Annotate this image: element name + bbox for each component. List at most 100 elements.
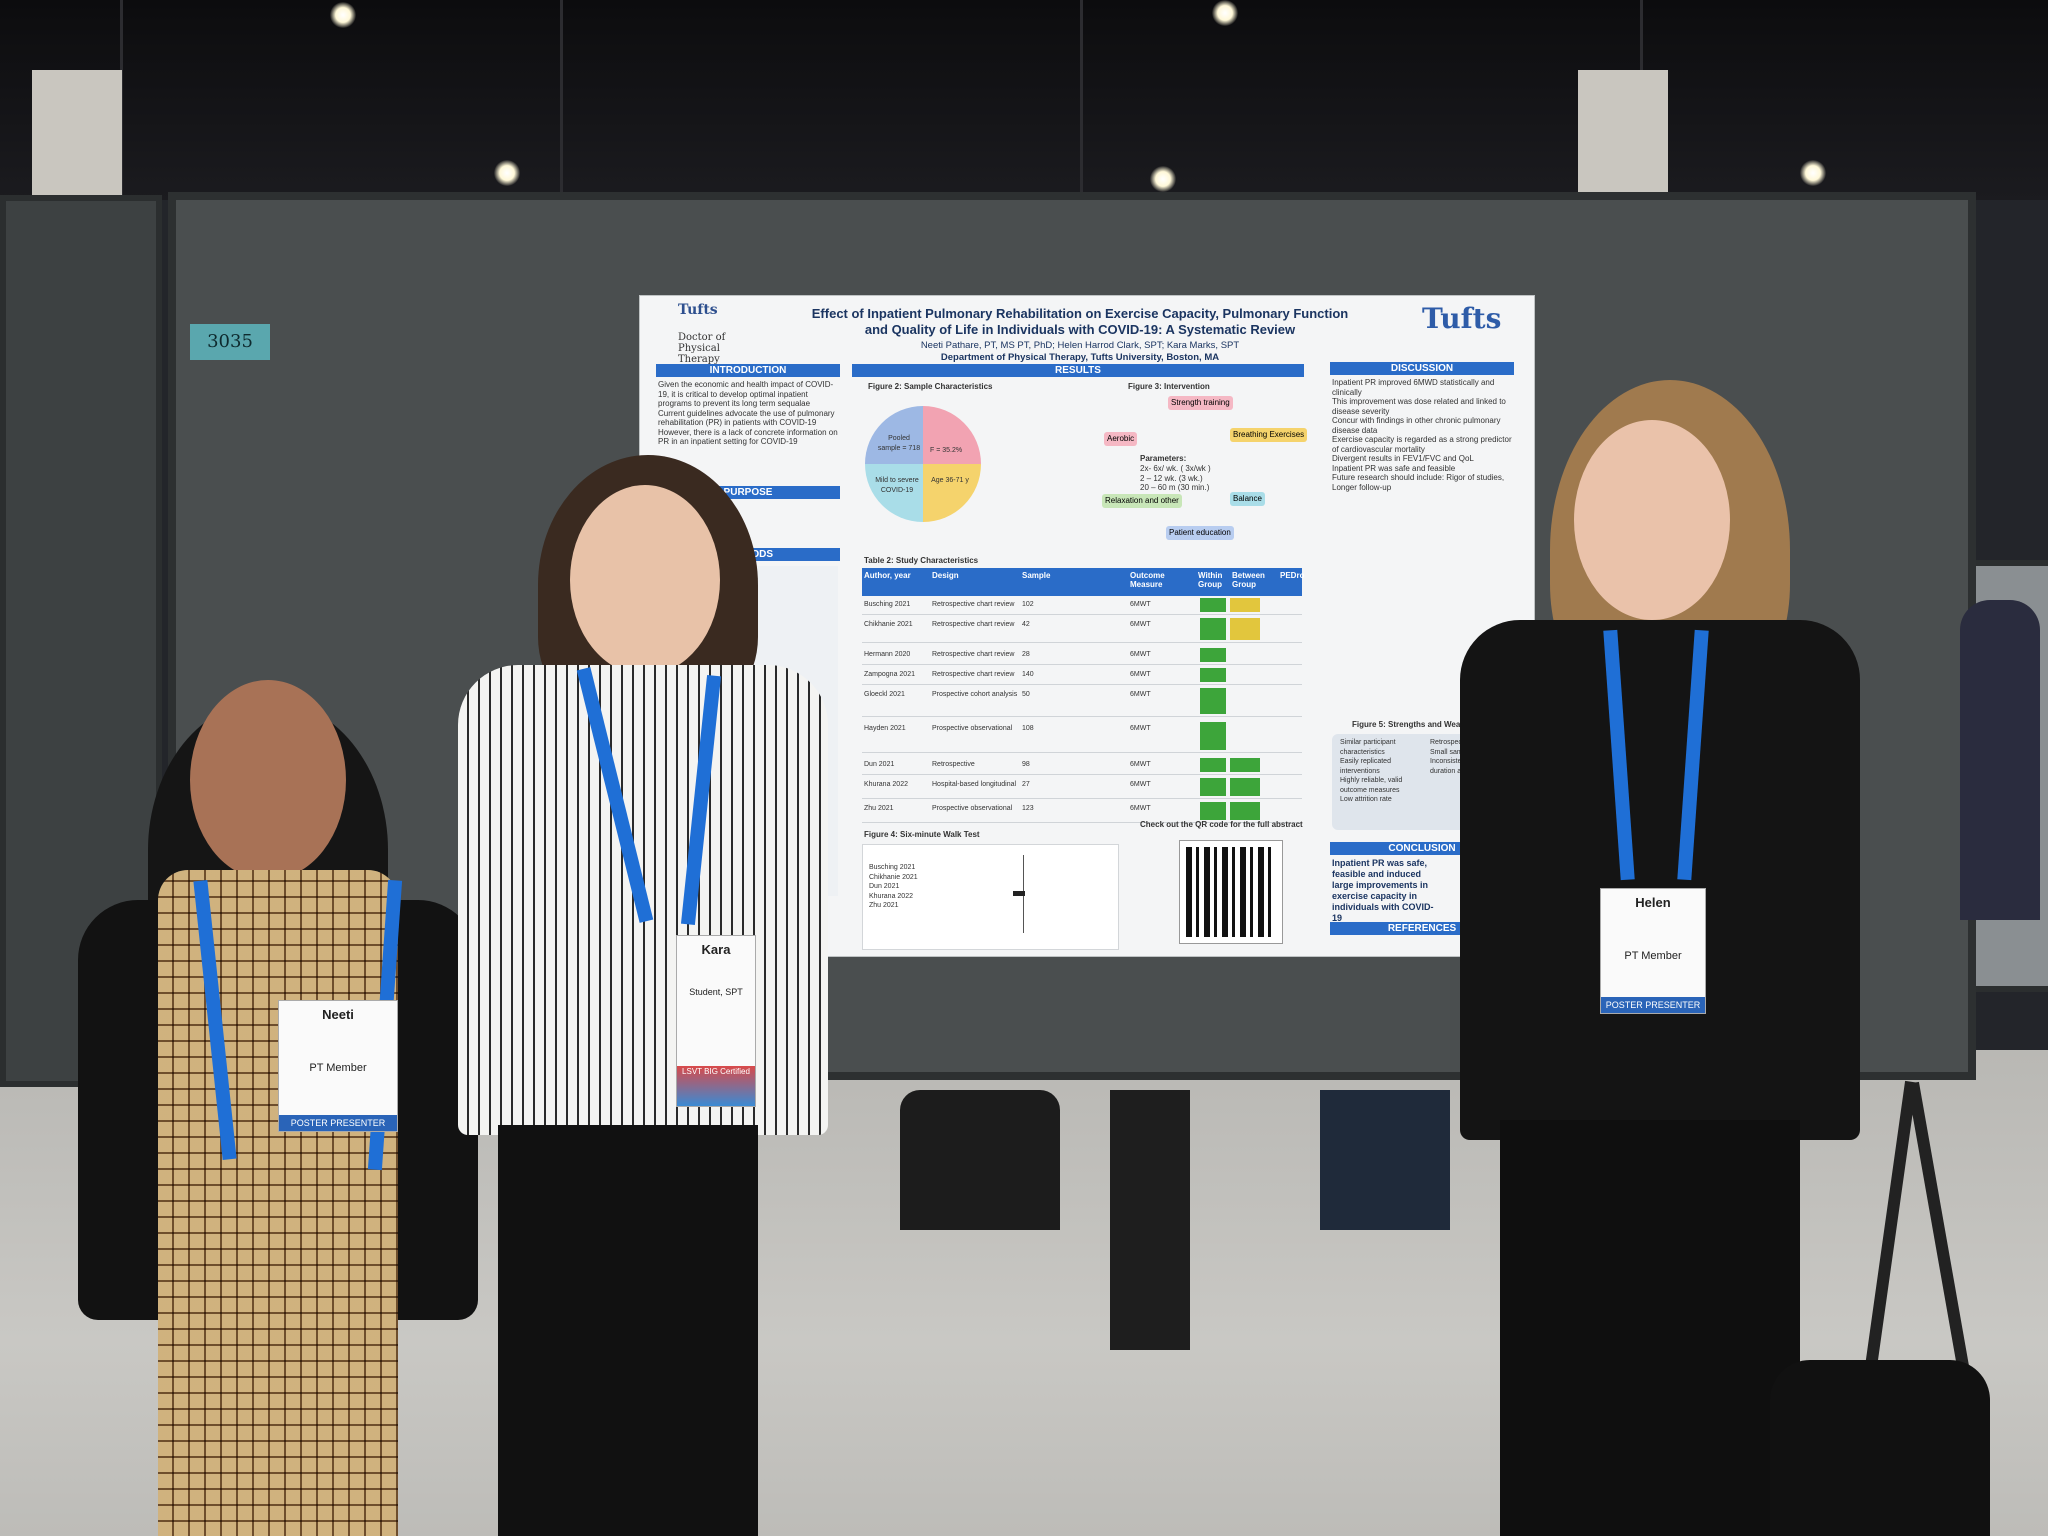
table-cell: Dun 2021	[864, 761, 895, 768]
black-pants	[498, 1125, 758, 1536]
black-blazer	[1460, 620, 1860, 1140]
table-cell: Gloeckl 2021	[864, 691, 905, 698]
table-cell: Retrospective	[932, 761, 975, 768]
pie-label: Age 36-71 y	[931, 477, 969, 484]
table-header-cell: Outcome Measure	[1130, 571, 1165, 589]
background-attendee	[900, 1090, 1060, 1230]
table-cell: 108	[1022, 725, 1034, 732]
table-cell: Retrospective chart review	[932, 671, 1015, 678]
table-cell: Zampogna 2021	[864, 671, 915, 678]
discussion-bullet: Future research should include: Rigor of…	[1332, 473, 1505, 492]
table-row: Chikhanie 2021 Retrospective chart review…	[862, 618, 1302, 643]
table-cell: 140	[1022, 671, 1034, 678]
name-badge: Helen PT Member POSTER PRESENTER	[1600, 888, 1706, 1014]
table-row: Khurana 2022 Hospital-based longitudinal 2…	[862, 778, 1302, 799]
figure2-label: Figure 2: Sample Characteristics	[868, 382, 993, 391]
intervention-strength: Strength training	[1168, 396, 1233, 410]
table-row: Hayden 2021 Prospective observational 108 6…	[862, 722, 1302, 753]
badge-role: PT Member	[1624, 950, 1682, 962]
conclusion-text: Inpatient PR was safe, feasible and indu…	[1332, 858, 1434, 923]
table-header-cell: Within Group	[1198, 571, 1223, 589]
badge-name: Helen	[1635, 895, 1671, 910]
presenter-right: Helen PT Member POSTER PRESENTER	[1450, 380, 1870, 1536]
pie-label: Mild to severe COVID-19	[875, 477, 919, 494]
discussion-bullets: Inpatient PR improved 6MWD statistically…	[1332, 378, 1512, 492]
table-cell: Busching 2021	[864, 601, 911, 608]
intervention-relaxation: Relaxation and other	[1102, 494, 1182, 508]
table-cell: 27	[1022, 781, 1030, 788]
intro-bullets: Given the economic and health impact of …	[658, 380, 838, 447]
table-cell: Retrospective chart review	[932, 621, 1015, 628]
table-header-cell: Between Group	[1232, 571, 1265, 589]
strengths-list: Similar participant characteristics Easi…	[1340, 738, 1420, 805]
table-cell: Hayden 2021	[864, 725, 906, 732]
background-attendee	[1320, 1090, 1450, 1230]
discussion-bullet: Exercise capacity is regarded as a stron…	[1332, 435, 1512, 454]
badge-name: Neeti	[322, 1007, 354, 1022]
ceiling	[0, 0, 2048, 200]
strength-item: Low attrition rate	[1340, 796, 1392, 803]
pillar	[32, 70, 122, 200]
background-attendee	[1960, 600, 2040, 920]
forest-study: Busching 2021	[869, 864, 916, 871]
table-cell: 28	[1022, 651, 1030, 658]
table-cell: Hermann 2020	[864, 651, 911, 658]
poster-department: Department of Physical Therapy, Tufts Un…	[940, 352, 1220, 363]
background-attendee-legs	[1110, 1090, 1190, 1350]
face	[190, 680, 346, 880]
face	[1574, 420, 1730, 620]
table-header-cell: PEDro	[1280, 571, 1305, 580]
weakness-item: Small sample sizes	[1430, 748, 1490, 756]
table-row: Hermann 2020 Retrospective chart review 28…	[862, 648, 1302, 665]
qr-caption: Check out the QR code for the full abstr…	[1140, 820, 1303, 829]
table-cell: Prospective observational	[932, 725, 1013, 732]
intro-bullet: However, there is a lack of concrete inf…	[658, 427, 838, 447]
intervention-education: Patient education	[1166, 526, 1234, 540]
intro-bullet: Given the economic and health impact of …	[658, 380, 834, 408]
pie-label: Pooled sample = 718	[877, 435, 921, 452]
plaid-dress	[158, 870, 398, 1536]
intervention-balance: Balance	[1230, 492, 1265, 506]
strength-item: Easily replicated interventions	[1340, 758, 1391, 775]
figure3-label: Figure 3: Intervention	[1128, 382, 1210, 391]
name-badge: Kara Student, SPT LSVT BIG Certified	[676, 935, 756, 1107]
sample-characteristics-pie	[865, 406, 981, 522]
parameter-item: 2x- 6x/ wk. ( 3x/wk )	[1140, 464, 1211, 473]
table-header-cell: Design	[932, 571, 959, 580]
badge-strip: POSTER PRESENTER	[1601, 997, 1705, 1013]
ceiling-truss	[1080, 0, 1083, 200]
parameter-item: 2 – 12 wk. (3 wk.)	[1140, 473, 1203, 483]
logo-top-text: Tufts	[678, 302, 718, 318]
ceiling-light	[330, 2, 356, 28]
table2-label: Table 2: Study Characteristics	[864, 556, 979, 565]
badge-strip: LSVT BIG Certified	[677, 1066, 755, 1106]
qr-code[interactable]	[1180, 841, 1282, 943]
discussion-bullet: Inpatient PR was safe and feasible	[1332, 463, 1456, 473]
table-row: Gloeckl 2021 Prospective cohort analysis 5…	[862, 688, 1302, 717]
table-cell: 6MWT	[1130, 621, 1151, 628]
forest-plot: Busching 2021 Chikhanie 2021 Dun 2021 Kh…	[862, 844, 1119, 950]
ceiling-truss	[560, 0, 563, 200]
ceiling-light	[1800, 160, 1826, 186]
poster-title-line1: Effect of Inpatient Pulmonary Rehabilita…	[811, 306, 1349, 321]
pie-label: F = 35.2%	[930, 447, 963, 454]
strength-item: Highly reliable, valid outcome measures	[1340, 777, 1403, 794]
parameters-list: 2x- 6x/ wk. ( 3x/wk ) 2 – 12 wk. (3 wk.)…	[1140, 464, 1211, 493]
forest-diamond	[1013, 891, 1025, 896]
table-cell: Prospective cohort analysis	[932, 691, 1018, 698]
poster-title-line2: and Quality of Life in Individuals with …	[864, 322, 1296, 337]
table-row: Dun 2021 Retrospective 98 6MWT	[862, 758, 1302, 775]
forest-study: Chikhanie 2021	[869, 873, 918, 881]
figure4-label: Figure 4: Six-minute Walk Test	[864, 830, 980, 839]
black-pants	[1500, 1120, 1800, 1536]
name-badge: Neeti PT Member POSTER PRESENTER	[278, 1000, 398, 1132]
section-results: RESULTS	[852, 364, 1304, 377]
discussion-bullet: Divergent results in FEV1/FVC and QoL	[1332, 454, 1474, 463]
badge-name: Kara	[701, 942, 731, 957]
intervention-aerobic: Aerobic	[1104, 432, 1138, 446]
ceiling-light	[1212, 0, 1238, 26]
table-cell: Hospital-based longitudinal	[932, 781, 1017, 788]
table-cell: Zhu 2021	[864, 805, 894, 812]
forest-study: Dun 2021	[869, 883, 900, 890]
table-cell: 42	[1022, 621, 1030, 628]
